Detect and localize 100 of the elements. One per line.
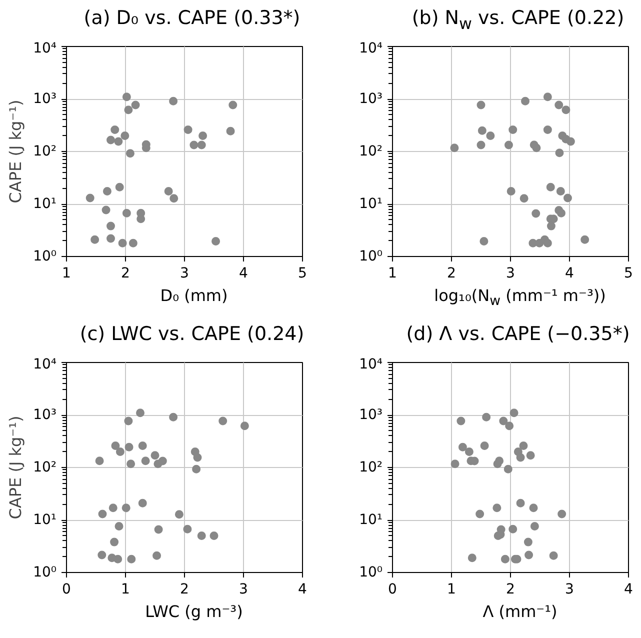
y-tick-label: 10⁰	[33, 248, 57, 264]
point	[580, 235, 590, 244]
y-tick-label: 10⁴	[359, 356, 383, 372]
x-tick-label: 1	[121, 582, 130, 598]
x-axis-title: LWC (g m⁻³)	[144, 601, 244, 623]
y-tick-label: 10²	[33, 144, 57, 160]
point	[98, 510, 107, 518]
point	[197, 532, 206, 540]
x-tick-label: 2	[447, 266, 456, 282]
point	[505, 422, 514, 430]
point	[240, 422, 249, 430]
point	[524, 550, 534, 560]
point	[558, 510, 566, 518]
point	[516, 453, 525, 462]
point	[508, 524, 518, 534]
y-tick-label: 10⁴	[359, 40, 383, 56]
point	[150, 451, 160, 460]
point	[556, 208, 566, 218]
point	[563, 194, 572, 202]
point	[543, 92, 552, 102]
point	[493, 460, 502, 468]
point	[546, 182, 555, 192]
y-tick-label: 10⁴	[33, 356, 57, 372]
point	[532, 144, 541, 152]
point	[152, 551, 162, 560]
point	[521, 96, 530, 106]
x-tick-label: 1	[388, 266, 397, 282]
point	[128, 238, 138, 248]
point	[138, 441, 147, 450]
point	[98, 550, 106, 560]
point	[543, 125, 552, 134]
point	[566, 137, 575, 146]
point	[476, 100, 486, 110]
x-tick-label: 1	[62, 266, 71, 282]
y-tick-label: 10¹	[359, 512, 383, 528]
y-tick-label: 10³	[33, 91, 57, 107]
point	[482, 412, 491, 422]
point	[456, 416, 466, 426]
y-axis-title: CAPE (J kg⁻¹)	[6, 100, 26, 204]
point	[464, 447, 474, 456]
point	[478, 126, 486, 135]
point	[126, 149, 134, 158]
point	[516, 498, 525, 508]
point	[226, 126, 235, 136]
chart-title: (d) Λ vs. CAPE (−0.35*)	[405, 322, 631, 347]
point	[504, 140, 513, 150]
point	[154, 460, 162, 468]
point	[499, 416, 508, 426]
point	[122, 208, 131, 218]
y-tick-label: 10¹	[359, 196, 383, 212]
x-tick-label: 2	[506, 582, 515, 598]
point	[228, 100, 238, 110]
point	[106, 234, 115, 243]
point	[526, 451, 535, 460]
x-tick-label: 3	[506, 266, 515, 282]
point	[110, 538, 119, 546]
x-tick-label: 5	[624, 266, 633, 282]
point	[169, 96, 178, 106]
point	[546, 222, 556, 230]
point	[86, 194, 94, 202]
y-tick-label: 10²	[359, 144, 383, 160]
y-axis-title: CAPE (J kg⁻¹)	[6, 416, 26, 520]
point	[190, 140, 198, 150]
point	[476, 140, 486, 150]
y-tick-label: 10³	[359, 407, 383, 423]
point	[555, 148, 564, 158]
point	[476, 510, 484, 518]
point	[524, 538, 532, 546]
point	[108, 504, 118, 512]
y-tick-label: 10³	[33, 407, 57, 423]
point	[210, 532, 218, 540]
point	[124, 442, 134, 452]
point	[197, 140, 206, 150]
point	[90, 235, 100, 244]
point	[114, 554, 122, 564]
y-tick-label: 10¹	[33, 196, 57, 212]
y-tick-label: 10¹	[33, 512, 57, 528]
y-tick-label: 10⁰	[33, 564, 57, 580]
point	[120, 131, 130, 140]
point	[106, 136, 115, 144]
point	[122, 92, 131, 102]
point	[126, 460, 136, 468]
x-tick-label: 3	[565, 582, 574, 598]
point	[183, 524, 192, 534]
point	[450, 460, 460, 468]
y-tick-label: 10⁴	[33, 40, 57, 56]
x-tick-label: 0	[388, 582, 397, 598]
point	[506, 187, 516, 196]
x-tick-label: 4	[298, 582, 308, 598]
point	[174, 510, 184, 519]
x-tick-label: 4	[239, 266, 248, 282]
point	[212, 237, 220, 246]
point	[500, 554, 510, 564]
point	[486, 131, 495, 140]
point	[198, 131, 208, 140]
point	[520, 194, 528, 203]
point	[556, 187, 565, 196]
point	[131, 100, 140, 110]
x-tick-label: 5	[298, 266, 307, 282]
x-tick-label: 4	[565, 266, 574, 282]
